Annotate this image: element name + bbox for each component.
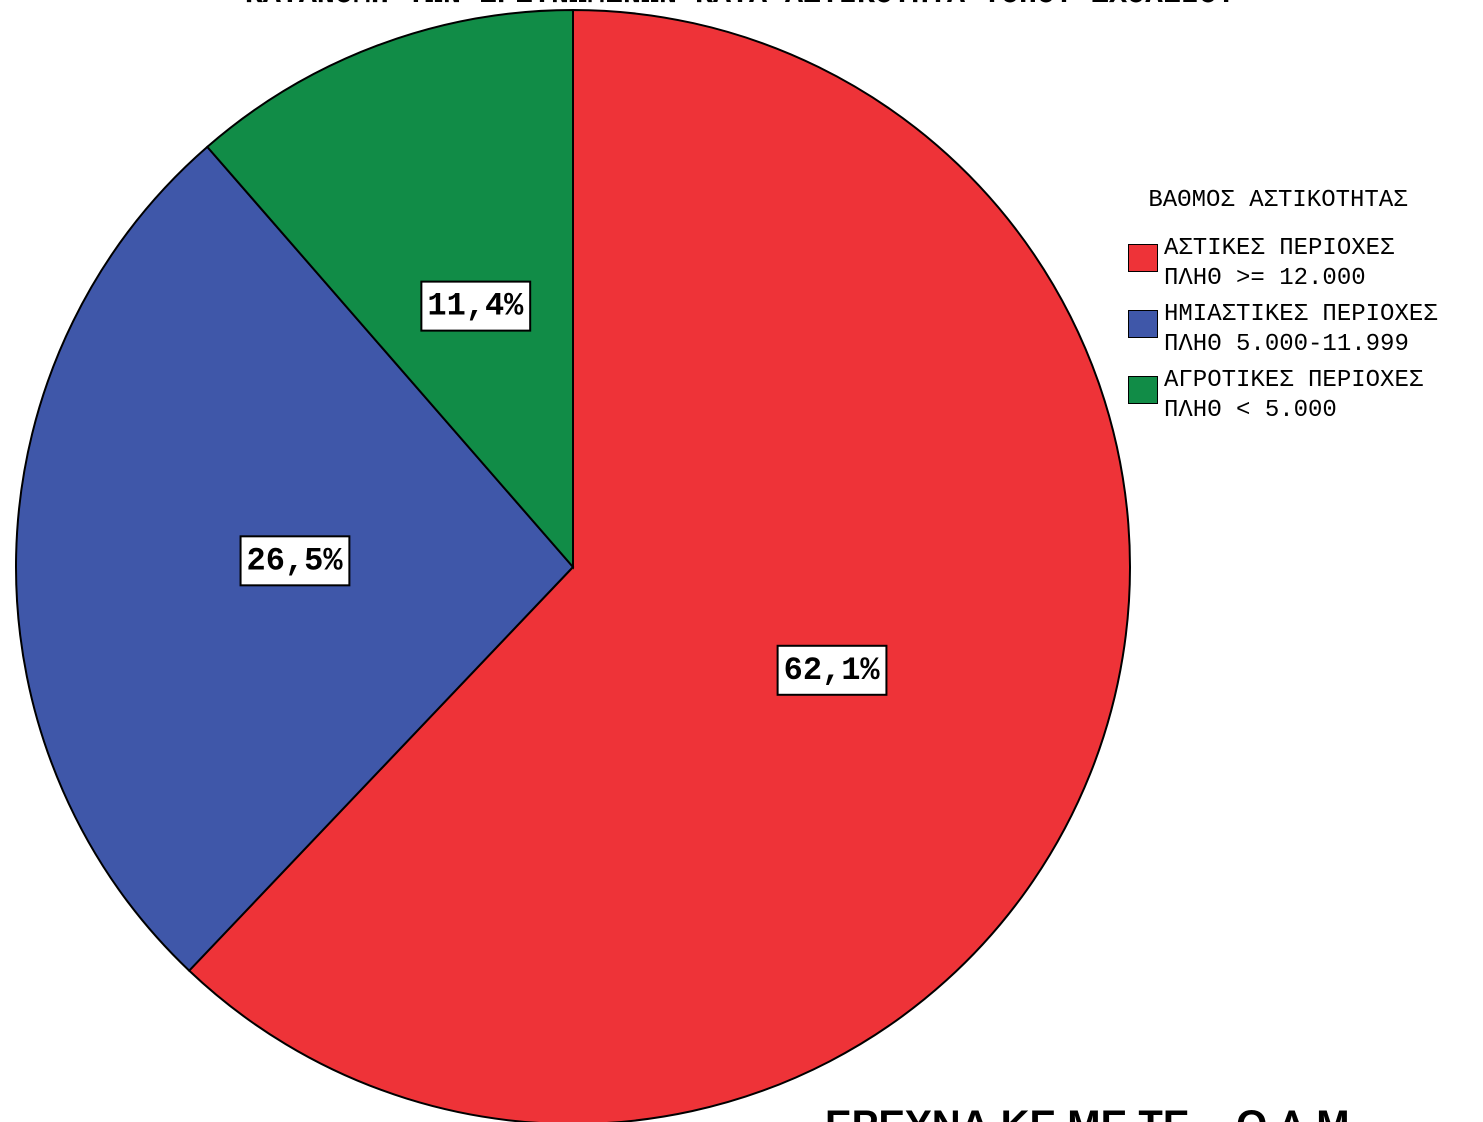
label-box xyxy=(420,280,532,332)
legend-label: ΑΓΡΟΤΙΚΕΣ ΠΕΡΙΟΧΕΣ ΠΛΗΘ < 5.000 xyxy=(1164,367,1424,424)
pie-slice xyxy=(187,8,1131,1122)
chart-title: ΚΑΤΑΝΟΜΗ ΤΩΝ ΕΡΕΥΝΩΜΕΝΩΝ ΚΑΤΑ ΑΣΤΙΚΟΤΗΤΑ… xyxy=(245,0,1235,12)
legend: ΒΑΘΜΟΣ ΑΣΤΙΚΟΤΗΤΑΣ ΑΣΤΙΚΕΣ ΠΕΡΙΟΧΕΣ ΠΛΗΘ… xyxy=(1128,186,1480,432)
data-label: 26,5% xyxy=(247,542,344,579)
legend-swatch xyxy=(1128,376,1158,404)
legend-swatch xyxy=(1128,244,1158,272)
legend-item: ΑΣΤΙΚΕΣ ΠΕΡΙΟΧΕΣ ΠΛΗΘ >= 12.000 xyxy=(1128,234,1480,294)
legend-label: ΗΜΙΑΣΤΙΚΕΣ ΠΕΡΙΟΧΕΣ ΠΛΗΘ 5.000-11.999 xyxy=(1164,301,1438,358)
pie xyxy=(15,8,1131,1122)
legend-title: ΒΑΘΜΟΣ ΑΣΤΙΚΟΤΗΤΑΣ xyxy=(1148,187,1408,214)
label-box xyxy=(239,535,351,587)
legend-item: ΑΓΡΟΤΙΚΕΣ ΠΕΡΙΟΧΕΣ ΠΛΗΘ < 5.000 xyxy=(1128,366,1480,426)
data-label: 62,1% xyxy=(784,652,881,689)
label-box xyxy=(776,644,888,696)
legend-label: ΑΣΤΙΚΕΣ ΠΕΡΙΟΧΕΣ ΠΛΗΘ >= 12.000 xyxy=(1164,235,1395,292)
legend-item: ΗΜΙΑΣΤΙΚΕΣ ΠΕΡΙΟΧΕΣ ΠΛΗΘ 5.000-11.999 xyxy=(1128,300,1480,360)
legend-swatch xyxy=(1128,310,1158,338)
annotation: ΕΡΕΥΝΑ ΚΕ.ΜΕ.ΤΕ. - Ο.Λ.Μ. xyxy=(825,1103,1361,1122)
data-label: 11,4% xyxy=(427,288,524,325)
pie-slice xyxy=(205,8,574,570)
